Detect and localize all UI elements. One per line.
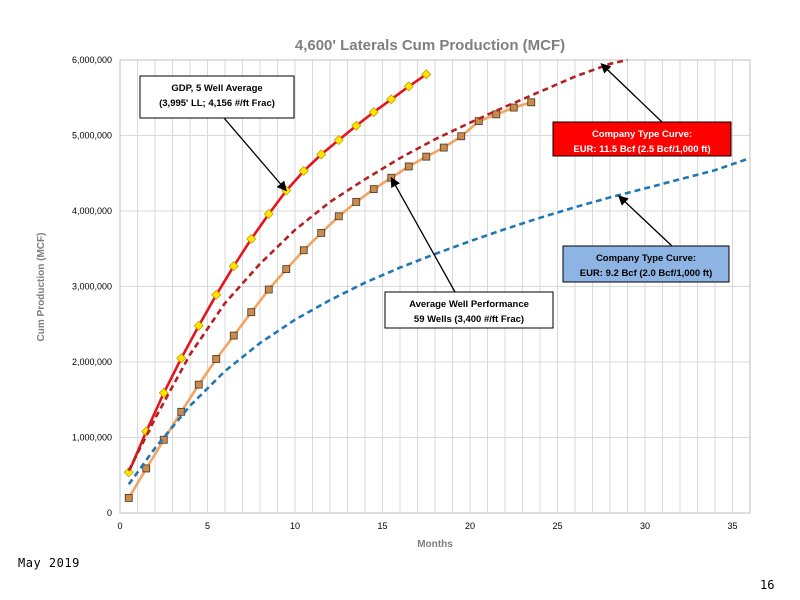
- annotation-text: Company Type Curve:: [592, 129, 692, 140]
- series-type_curve_11_5: [127, 58, 628, 472]
- data-point-avg_well: [334, 212, 343, 221]
- data-point-gdp: [316, 149, 327, 160]
- y-axis-label: Cum Production (MCF): [36, 233, 47, 342]
- y-tick-labels: 0 1,000,000 2,000,000 3,000,000 4,000,000 5,0…: [72, 55, 112, 518]
- x-axis-label: Months: [417, 539, 453, 550]
- annotations-layer: GDP, 5 Well Average (3,995' LL; 4,156 #/f…: [139, 63, 732, 329]
- annotation-box: [562, 245, 730, 283]
- data-point-avg_well: [142, 464, 151, 473]
- series-avg_well: [124, 98, 536, 502]
- plot-frame: [119, 59, 751, 514]
- x-tick-labels: 0 5 10 15 20 25 30 35: [117, 521, 737, 531]
- data-point-avg_well: [422, 152, 431, 161]
- x-tick-label: 30: [640, 521, 650, 531]
- x-tick-label: 25: [552, 521, 562, 531]
- data-point-gdp: [421, 69, 432, 80]
- y-tick-label: 5,000,000: [72, 131, 112, 141]
- data-point-avg_well: [229, 331, 238, 340]
- data-point-avg_well: [369, 185, 378, 194]
- annotation-arrow: [618, 195, 673, 247]
- data-point-avg_well: [194, 380, 203, 389]
- y-tick-label: 4,000,000: [72, 206, 112, 216]
- annotation-type_curve_9_2: Company Type Curve: EUR: 9.2 Bcf (2.0 Bcf…: [562, 195, 730, 283]
- footer-date: May 2019: [18, 556, 80, 570]
- annotation-box: [384, 291, 554, 329]
- series-line-type_curve_9_2: [127, 156, 751, 486]
- data-point-gdp: [351, 120, 362, 131]
- data-point-avg_well: [492, 110, 501, 119]
- series-type_curve_9_2: [127, 156, 751, 486]
- data-point-gdp: [403, 81, 414, 92]
- annotation-arrow: [600, 63, 663, 123]
- annotation-text: EUR: 11.5 Bcf (2.5 Bcf/1,000 ft): [573, 144, 710, 155]
- data-point-avg_well: [299, 246, 308, 255]
- y-tick-label: 1,000,000: [72, 433, 112, 443]
- annotation-box: [139, 75, 295, 119]
- annotation-text: EUR: 9.2 Bcf (2.0 Bcf/1,000 ft): [580, 268, 713, 279]
- x-tick-label: 0: [117, 521, 122, 531]
- x-tick-label: 10: [290, 521, 300, 531]
- chart-title: 4,600' Laterals Cum Production (MCF): [295, 37, 565, 54]
- data-point-gdp: [298, 165, 309, 177]
- annotation-text: GDP, 5 Well Average: [171, 83, 262, 94]
- annotation-type_curve_11_5: Company Type Curve: EUR: 11.5 Bcf (2.5 Bc…: [552, 63, 732, 157]
- annotation-text: Average Well Performance: [409, 299, 529, 310]
- data-point-avg_well: [264, 285, 273, 294]
- data-point-avg_well: [124, 493, 133, 502]
- annotation-box: [552, 121, 732, 157]
- data-point-avg_well: [457, 132, 466, 141]
- data-point-gdp: [123, 467, 134, 478]
- data-point-avg_well: [404, 162, 413, 171]
- data-point-gdp: [211, 289, 222, 300]
- x-tick-label: 15: [377, 521, 387, 531]
- annotation-text: Company Type Curve:: [596, 253, 696, 264]
- data-point-avg_well: [247, 308, 256, 317]
- x-tick-label: 20: [465, 521, 475, 531]
- data-point-gdp: [368, 107, 379, 118]
- data-point-avg_well: [282, 265, 291, 274]
- data-point-avg_well: [317, 228, 326, 237]
- data-point-gdp: [246, 233, 257, 245]
- page-number: 16: [760, 578, 775, 592]
- x-tick-label: 35: [727, 521, 737, 531]
- data-point-gdp: [228, 261, 239, 272]
- y-tick-label: 6,000,000: [72, 55, 112, 65]
- annotation-arrow: [390, 176, 456, 293]
- y-tick-label: 2,000,000: [72, 357, 112, 367]
- data-point-avg_well: [352, 198, 361, 206]
- annotation-gdp: GDP, 5 Well Average (3,995' LL; 4,156 #/f…: [139, 75, 295, 192]
- series-line-gdp: [127, 73, 428, 473]
- chart: 4,600' Laterals Cum Production (MCF) 0 5 1…: [36, 37, 751, 550]
- data-point-gdp: [263, 208, 274, 220]
- annotation-arrow: [223, 117, 287, 192]
- series-line-type_curve_11_5: [127, 58, 628, 472]
- annotation-text: (3,995' LL; 4,156 #/ft Frac): [159, 98, 275, 109]
- data-point-gdp: [193, 320, 204, 331]
- grid: [120, 60, 750, 513]
- data-point-gdp: [386, 94, 397, 105]
- data-point-gdp: [158, 387, 169, 399]
- annotation-text: 59 Wells (3,400 #/ft Frac): [414, 314, 524, 325]
- data-point-gdp: [176, 353, 187, 364]
- data-point-avg_well: [439, 143, 448, 152]
- data-point-gdp: [333, 134, 344, 146]
- axes: [119, 59, 751, 514]
- data-point-avg_well: [212, 355, 221, 363]
- annotation-avg_well: Average Well Performance 59 Wells (3,400 …: [384, 176, 554, 329]
- y-tick-label: 3,000,000: [72, 282, 112, 292]
- data-point-avg_well: [509, 103, 518, 112]
- x-tick-label: 5: [205, 521, 210, 531]
- y-tick-label: 0: [107, 508, 112, 518]
- data-point-avg_well: [527, 98, 536, 107]
- series-layer: [123, 58, 751, 502]
